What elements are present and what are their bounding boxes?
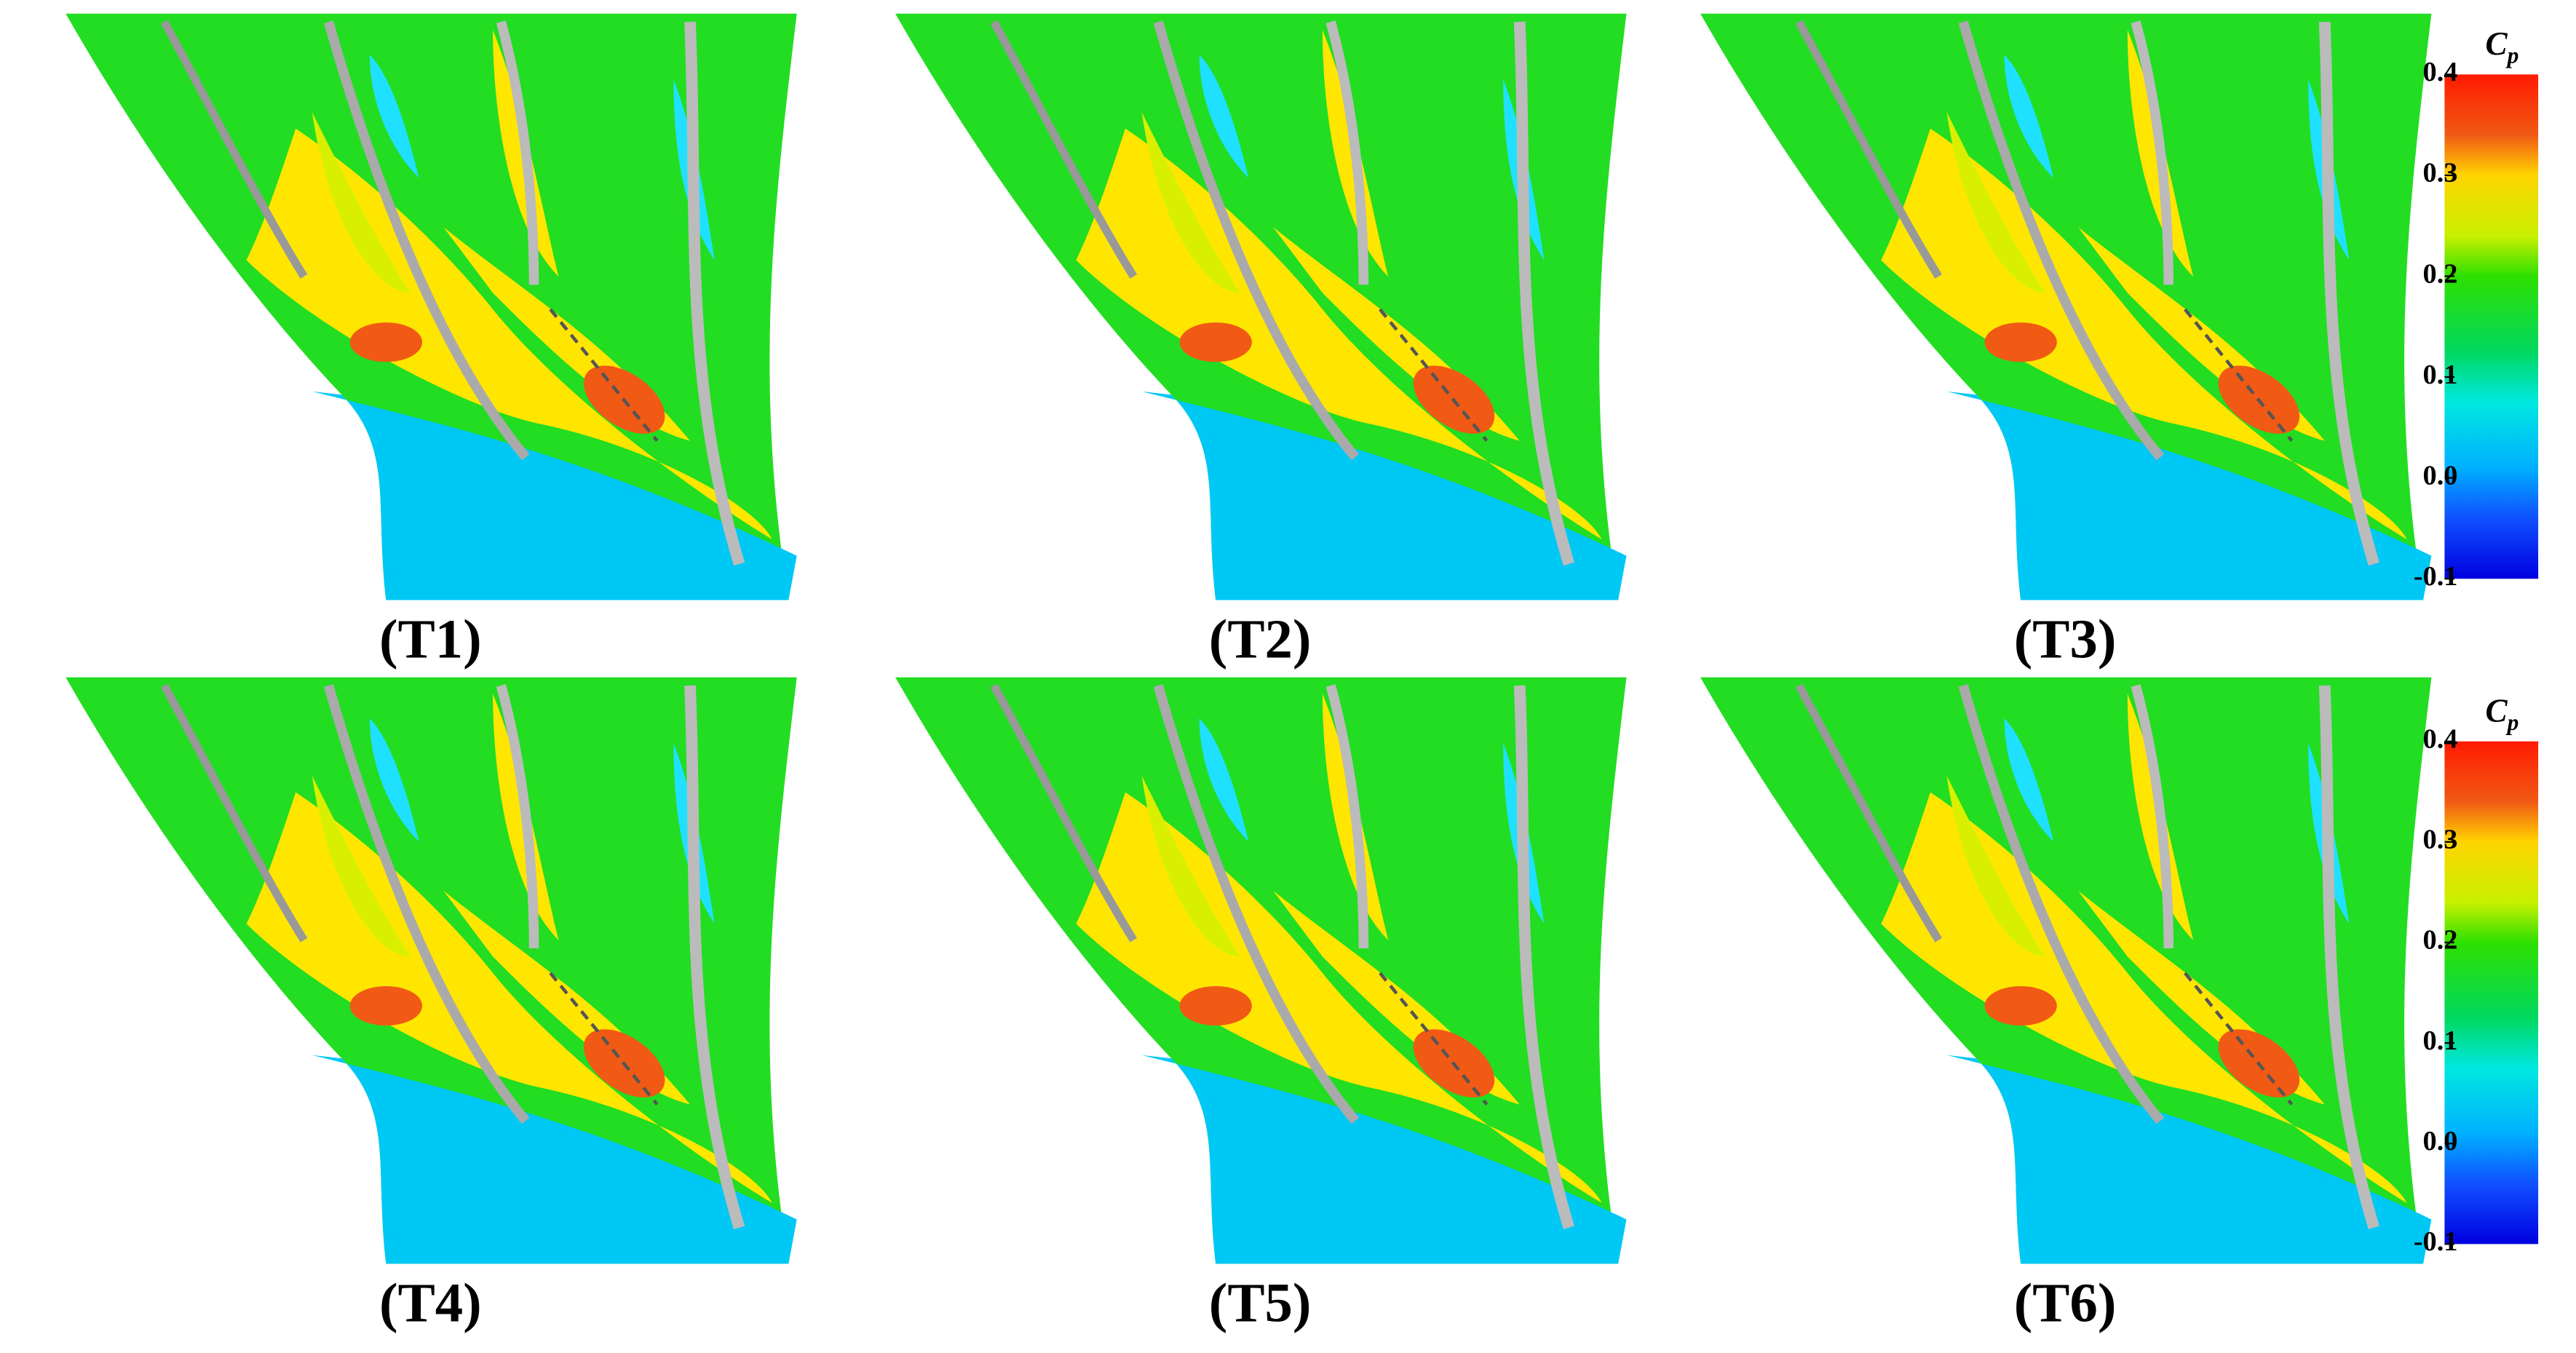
colorbar-tick-label: 0.2 [2423, 925, 2458, 956]
panel-label: (T3) [2014, 608, 2117, 670]
contour-panel [66, 14, 796, 600]
colorbar [2444, 741, 2539, 1245]
contour-plot [66, 678, 796, 1264]
contour-plot [895, 14, 1626, 600]
colorbar-tick-label: 0.3 [2423, 825, 2458, 855]
colorbar-tick-label: 0.4 [2423, 723, 2458, 754]
contour-panel [1700, 14, 2431, 600]
panel-label: (T6) [2014, 1271, 2117, 1333]
colorbar-title-main: C [2485, 25, 2508, 62]
panel-label: (T5) [1209, 1271, 1312, 1333]
colorbar-tick-label: 0.0 [2423, 460, 2458, 491]
colorbar-title-main: C [2485, 693, 2508, 729]
contour-plot [1700, 678, 2431, 1264]
colorbar-tick-label: 0.4 [2423, 57, 2458, 87]
contour-plot [1700, 14, 2431, 600]
contour-panel [66, 678, 796, 1264]
colorbar-tick-label: 0.2 [2423, 258, 2458, 289]
colorbar-tick-label: 0.1 [2423, 360, 2458, 390]
colorbar-tick-label: 0.3 [2423, 158, 2458, 189]
colorbar-tick-label: -0.1 [2414, 1226, 2458, 1257]
colorbar-title: Cp [2485, 693, 2518, 735]
contour-panel [1700, 678, 2431, 1264]
colorbar-title-subscript: p [2505, 710, 2519, 735]
colorbar-tick-label: -0.1 [2414, 561, 2458, 592]
contour-plot [895, 678, 1626, 1264]
contour-panel [895, 678, 1626, 1264]
colorbar [2444, 74, 2539, 579]
panel-label: (T2) [1209, 608, 1312, 670]
panel-label: (T4) [379, 1271, 482, 1333]
colorbar-title: Cp [2485, 25, 2518, 68]
contour-plot [66, 14, 796, 600]
colorbar-tick-label: 0.0 [2423, 1126, 2458, 1156]
contour-panel [895, 14, 1626, 600]
colorbar-tick-label: 0.1 [2423, 1025, 2458, 1056]
panel-label: (T1) [379, 608, 482, 670]
colorbar-title-subscript: p [2505, 43, 2519, 68]
